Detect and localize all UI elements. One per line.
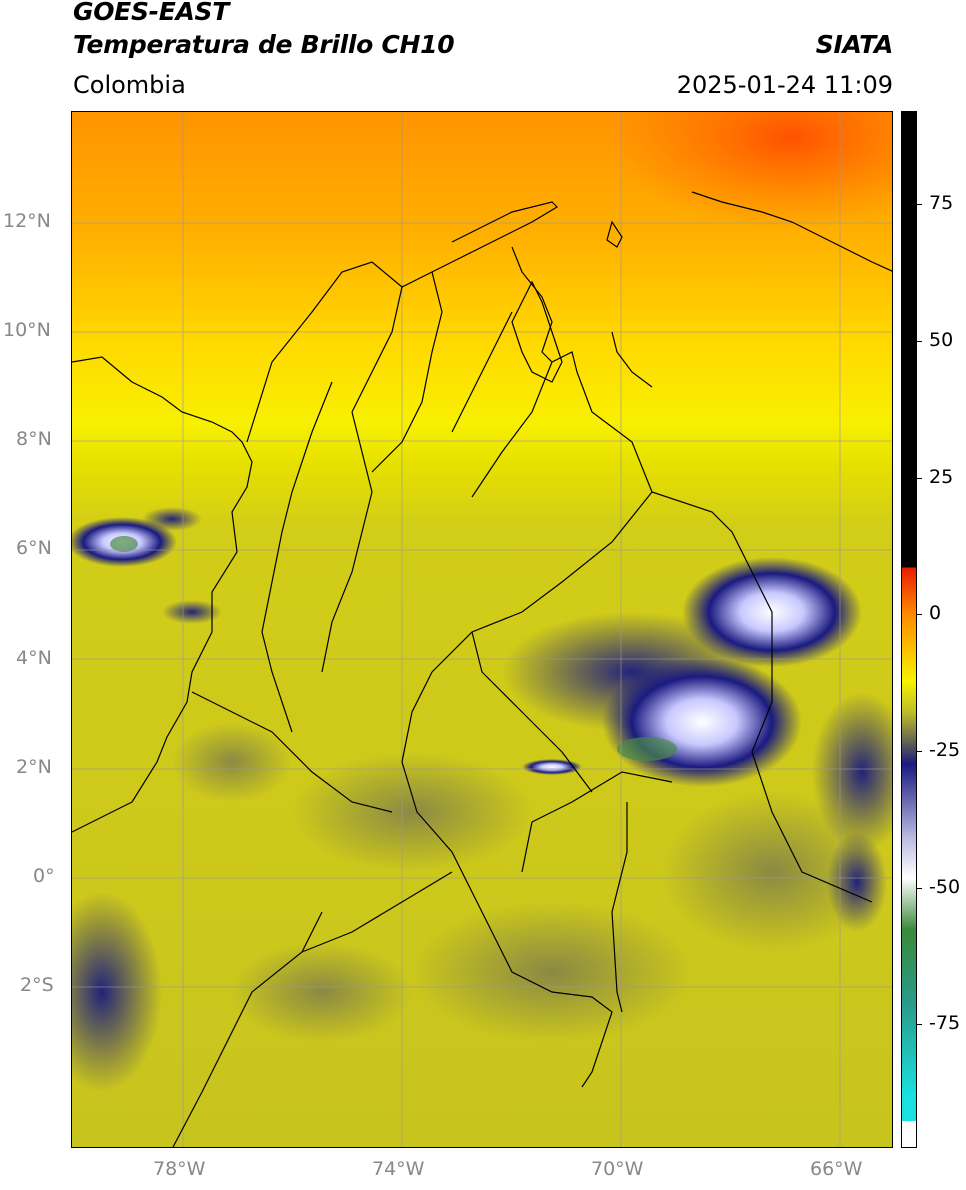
lat-label: 0° xyxy=(33,865,55,887)
lon-label: 78°W xyxy=(153,1158,206,1180)
region-label: Colombia xyxy=(73,71,186,99)
lat-label: 6°N xyxy=(16,537,52,559)
colorbar-tick-label: -50 xyxy=(929,876,961,898)
lat-label: 2°S xyxy=(20,974,54,996)
lon-label: 74°W xyxy=(372,1158,425,1180)
colorbar-tick-label: 25 xyxy=(929,466,954,488)
lat-label: 12°N xyxy=(3,210,51,232)
cloud-cluster xyxy=(812,692,892,852)
lat-label: 2°N xyxy=(16,756,52,778)
country-borders xyxy=(72,191,892,1147)
colorbar xyxy=(901,111,917,1148)
colorbar-tick-label: 50 xyxy=(929,329,954,351)
product-title: GOES-EAST xyxy=(73,0,230,26)
lat-label: 8°N xyxy=(16,428,52,450)
channel-title: Temperatura de Brillo CH10 xyxy=(73,30,455,59)
lat-label: 4°N xyxy=(16,647,52,669)
colorbar-tick-label: -75 xyxy=(929,1012,961,1034)
colorbar-tick-label: 75 xyxy=(929,192,954,214)
source-label: SIATA xyxy=(815,30,894,59)
map-canvas xyxy=(72,112,892,1147)
colorbar-tick-label: -25 xyxy=(929,739,961,761)
colorbar-tick-label: 0 xyxy=(929,602,942,624)
lon-label: 66°W xyxy=(810,1158,863,1180)
satellite-map xyxy=(71,111,893,1148)
lat-label: 10°N xyxy=(3,319,51,341)
warm-sea-area xyxy=(372,112,892,372)
timestamp-label: 2025-01-24 11:09 xyxy=(676,71,893,99)
graticule xyxy=(72,112,892,1147)
lon-label: 70°W xyxy=(591,1158,644,1180)
